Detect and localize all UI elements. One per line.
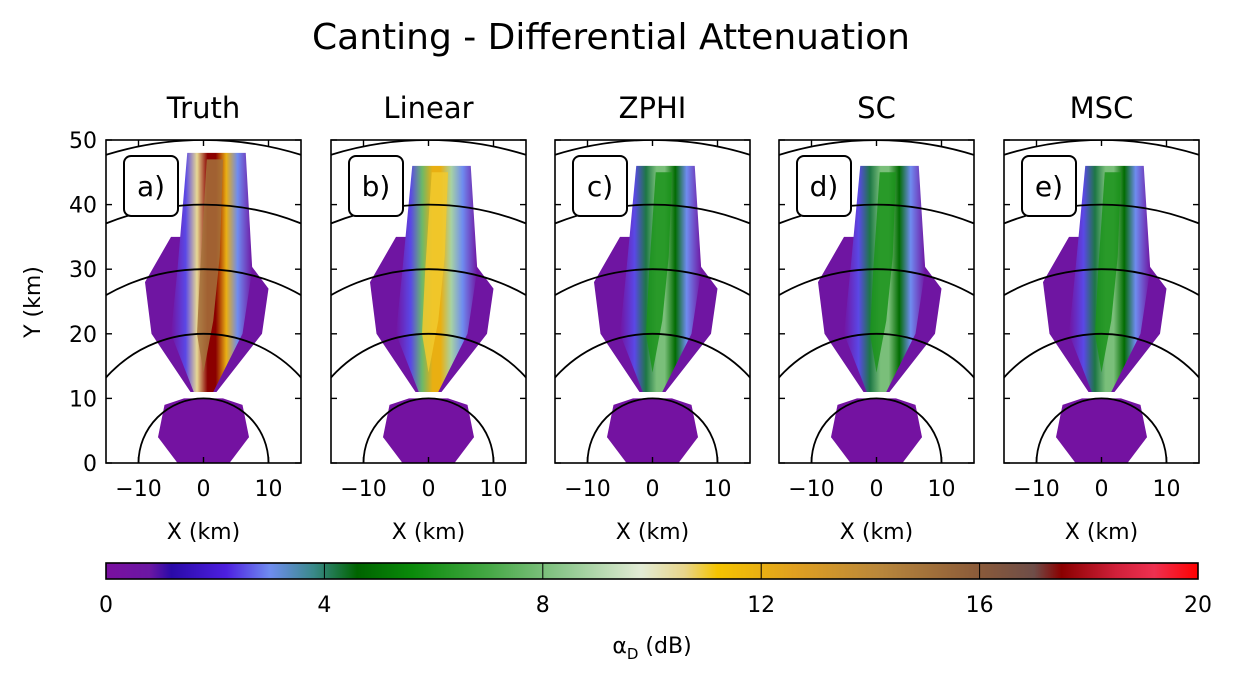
- range-ring: [331, 332, 526, 379]
- echo-core: [870, 172, 896, 373]
- x-tick-label: −10: [115, 477, 161, 502]
- panel-tag: b): [362, 170, 391, 203]
- echo-field: [779, 140, 974, 463]
- echo-field: [1004, 140, 1199, 463]
- x-axis-label: X (km): [167, 520, 240, 545]
- range-ring: [106, 268, 301, 297]
- echo-field: [331, 140, 526, 463]
- range-ring: [362, 397, 495, 463]
- echo-near-range: [831, 398, 922, 463]
- range-ring: [810, 397, 943, 463]
- panel-truth: −10 0 10 0 10 20 30 40 50 Truth X (km) a): [69, 91, 302, 545]
- colorbar-tick-label: 20: [1184, 593, 1212, 618]
- y-tick-label: 0: [83, 452, 97, 477]
- x-tick-label: −10: [340, 477, 386, 502]
- range-ring: [137, 397, 270, 463]
- range-ring: [106, 332, 301, 379]
- range-ring: [555, 332, 750, 379]
- range-ring: [555, 203, 750, 225]
- echo-core: [422, 172, 448, 373]
- x-axis-label: X (km): [392, 520, 465, 545]
- panel-tag-box: [348, 155, 404, 217]
- echo-field: [106, 140, 301, 463]
- x-tick-label: 10: [480, 477, 508, 502]
- panel-tag: e): [1035, 170, 1063, 203]
- colorbar-tick-label: 8: [536, 593, 550, 618]
- x-tick-label: 0: [646, 477, 660, 502]
- range-ring: [779, 268, 974, 297]
- range-ring: [779, 332, 974, 379]
- colorbar-tick-label: 16: [966, 593, 994, 618]
- x-tick-label: 10: [255, 477, 283, 502]
- echo-core: [646, 172, 672, 373]
- range-ring: [331, 203, 526, 225]
- echo-core: [1095, 172, 1121, 373]
- panel-tag-box: [1021, 155, 1077, 217]
- panel-msc: −10 0 10 MSC X (km) e): [1003, 91, 1200, 545]
- range-ring: [331, 268, 526, 297]
- x-tick-label: 0: [870, 477, 884, 502]
- x-axis-label: X (km): [1065, 520, 1138, 545]
- colorbar-tick-label: 0: [99, 593, 113, 618]
- range-ring: [586, 397, 719, 463]
- panels: −10 0 10 0 10 20 30 40 50 Truth X (km) a) −10 0 10 Line…: [69, 91, 1200, 545]
- echo-core: [197, 159, 223, 373]
- colorbar-tick-label: 12: [747, 593, 775, 618]
- colorbar: 0 4 8 12 16 20: [99, 562, 1212, 618]
- x-tick-label: 10: [704, 477, 732, 502]
- panel-zphi: −10 0 10 ZPHI X (km) c): [554, 91, 751, 545]
- y-tick-label: 40: [69, 194, 97, 219]
- y-axis-label: Y (km): [21, 266, 46, 339]
- x-tick-label: −10: [564, 477, 610, 502]
- range-ring: [106, 203, 301, 225]
- echo-field: [555, 140, 750, 463]
- y-tick-label: 50: [69, 129, 97, 154]
- range-ring: [1035, 397, 1168, 463]
- panel-tag-box: [796, 155, 852, 217]
- panel-linear: −10 0 10 Linear X (km) b): [330, 91, 527, 545]
- panel-tag-box: [572, 155, 628, 217]
- echo-near-range: [1056, 398, 1147, 463]
- panel-title: SC: [857, 91, 896, 125]
- x-tick-label: −10: [788, 477, 834, 502]
- panel-tag: c): [587, 170, 613, 203]
- x-tick-label: 10: [928, 477, 956, 502]
- x-tick-label: 0: [1095, 477, 1109, 502]
- panel-title: Linear: [383, 91, 473, 125]
- panel-title: ZPHI: [619, 91, 687, 125]
- x-tick-label: 0: [422, 477, 436, 502]
- panel-tag: a): [137, 170, 165, 203]
- panel-title: Truth: [166, 91, 241, 125]
- range-ring: [555, 268, 750, 297]
- panel-title: MSC: [1070, 91, 1134, 125]
- range-ring: [1004, 203, 1199, 225]
- panel-tag-box: [123, 155, 179, 217]
- x-tick-label: 0: [197, 477, 211, 502]
- x-axis-label: X (km): [840, 520, 913, 545]
- x-axis-label: X (km): [616, 520, 689, 545]
- y-tick-label: 30: [69, 258, 97, 283]
- range-ring: [779, 203, 974, 225]
- x-tick-label: 10: [1153, 477, 1181, 502]
- figure-title: Canting - Differential Attenuation: [312, 17, 910, 58]
- panel-tag: d): [810, 170, 839, 203]
- echo-near-range: [158, 398, 249, 463]
- x-tick-label: −10: [1013, 477, 1059, 502]
- y-tick-label: 20: [69, 323, 97, 348]
- y-tick-label: 10: [69, 387, 97, 412]
- echo-near-range: [383, 398, 474, 463]
- range-ring: [1004, 332, 1199, 379]
- colorbar-label: αD (dB): [612, 634, 691, 663]
- echo-near-range: [607, 398, 698, 463]
- colorbar-tick-label: 4: [317, 593, 331, 618]
- colorbar-strip: [105, 562, 1199, 580]
- panel-sc: −10 0 10 SC X (km) d): [778, 91, 975, 545]
- range-ring: [1004, 268, 1199, 297]
